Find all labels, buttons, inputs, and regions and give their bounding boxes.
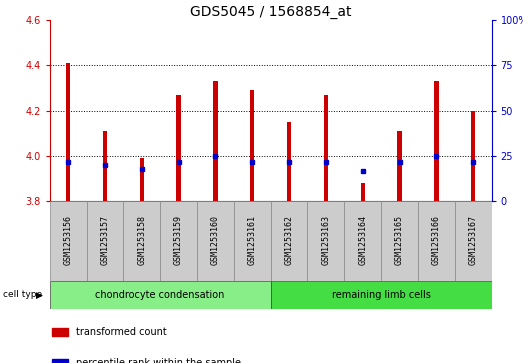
Bar xyxy=(381,201,418,281)
Bar xyxy=(271,201,308,281)
Bar xyxy=(160,201,197,281)
Text: GSM1253158: GSM1253158 xyxy=(137,215,146,265)
Text: GSM1253159: GSM1253159 xyxy=(174,215,183,265)
Bar xyxy=(52,359,68,363)
Text: GSM1253167: GSM1253167 xyxy=(469,215,477,265)
Bar xyxy=(344,201,381,281)
Text: GSM1253161: GSM1253161 xyxy=(248,215,257,265)
Bar xyxy=(434,81,439,201)
Bar xyxy=(287,122,291,201)
Bar xyxy=(308,201,344,281)
Title: GDS5045 / 1568854_at: GDS5045 / 1568854_at xyxy=(190,5,351,19)
Bar xyxy=(50,201,86,281)
Text: cell type: cell type xyxy=(3,290,42,299)
Bar xyxy=(271,281,492,309)
Text: transformed count: transformed count xyxy=(76,327,167,337)
Bar xyxy=(50,281,271,309)
Bar xyxy=(250,90,255,201)
Text: chondrocyte condensation: chondrocyte condensation xyxy=(96,290,225,300)
Text: percentile rank within the sample: percentile rank within the sample xyxy=(76,358,241,363)
Bar xyxy=(213,81,218,201)
Text: GSM1253162: GSM1253162 xyxy=(285,215,293,265)
Bar xyxy=(140,158,144,201)
Bar xyxy=(197,201,234,281)
Bar xyxy=(418,201,455,281)
Text: GSM1253156: GSM1253156 xyxy=(64,215,73,265)
Text: GSM1253163: GSM1253163 xyxy=(322,215,331,265)
Bar xyxy=(360,183,365,201)
Bar xyxy=(455,201,492,281)
Text: remaining limb cells: remaining limb cells xyxy=(332,290,430,300)
Text: GSM1253160: GSM1253160 xyxy=(211,215,220,265)
Text: GSM1253164: GSM1253164 xyxy=(358,215,367,265)
Bar xyxy=(324,95,328,201)
Bar xyxy=(471,111,475,201)
Bar xyxy=(123,201,160,281)
Text: GSM1253165: GSM1253165 xyxy=(395,215,404,265)
Bar xyxy=(52,328,68,336)
Bar xyxy=(176,95,181,201)
Text: GSM1253166: GSM1253166 xyxy=(432,215,441,265)
Bar xyxy=(103,131,107,201)
Bar xyxy=(66,63,70,201)
Bar xyxy=(234,201,271,281)
Text: GSM1253157: GSM1253157 xyxy=(100,215,109,265)
Text: ▶: ▶ xyxy=(36,290,43,299)
Bar xyxy=(397,131,402,201)
Bar xyxy=(86,201,123,281)
